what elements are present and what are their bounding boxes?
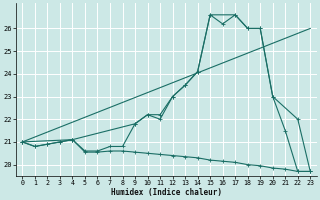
X-axis label: Humidex (Indice chaleur): Humidex (Indice chaleur) [111, 188, 222, 197]
